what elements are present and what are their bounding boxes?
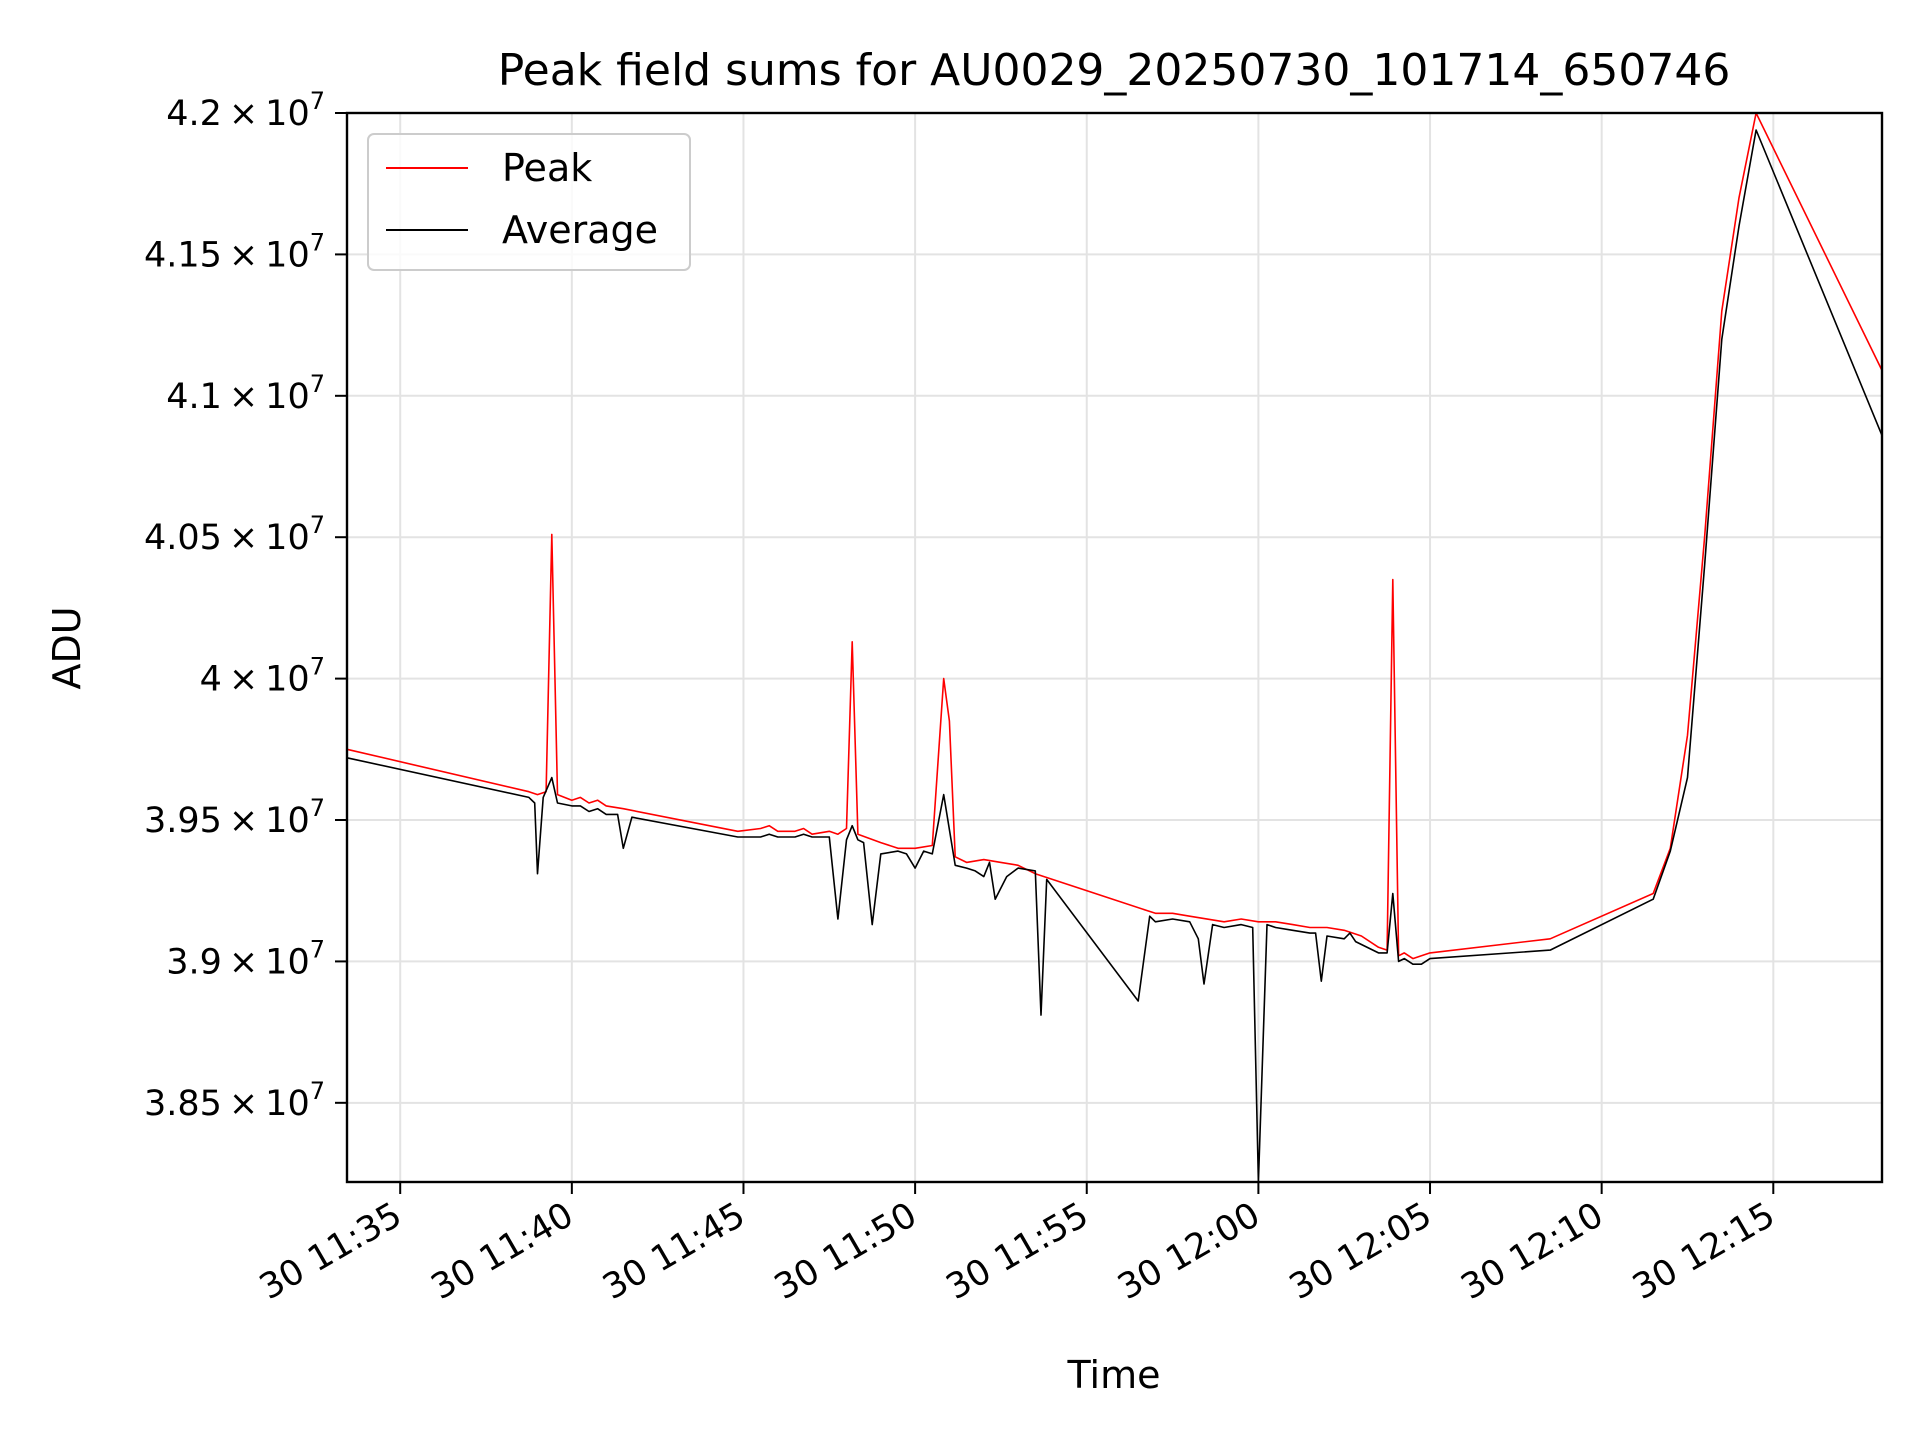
x-tick-label: 30 11:40 [425, 1195, 581, 1308]
series-line-average [346, 129, 1883, 1183]
y-tick-exponent: 7 [310, 1077, 325, 1105]
x-tick-label: 30 12:05 [1283, 1195, 1439, 1308]
y-tick-exponent: 7 [310, 935, 325, 963]
y-tick-mantissa: 4 × 10 [200, 660, 310, 700]
series-line-peak [346, 112, 1883, 960]
y-tick-label: 4.2 × 107 [166, 87, 325, 134]
x-tick-label: 30 11:55 [940, 1195, 1096, 1308]
x-tick-label: 30 12:15 [1626, 1195, 1782, 1308]
y-axis-label: ADU [45, 606, 89, 689]
y-tick-mantissa: 4.05 × 10 [144, 518, 310, 558]
y-tick-label: 3.9 × 107 [166, 935, 325, 982]
y-tick-exponent: 7 [310, 370, 325, 398]
y-tick-mantissa: 4.1 × 10 [166, 377, 310, 417]
grid [347, 112, 1882, 1182]
y-tick-mantissa: 3.85 × 10 [144, 1084, 310, 1124]
x-tick-label: 30 11:35 [253, 1195, 409, 1308]
y-tick-exponent: 7 [310, 794, 325, 822]
series-group [346, 112, 1883, 1183]
plot-frame [345, 111, 1884, 1184]
y-tick-mantissa: 3.9 × 10 [166, 942, 310, 982]
y-tick-mantissa: 4.2 × 10 [166, 94, 310, 134]
y-tick-mantissa: 4.15 × 10 [144, 235, 310, 275]
legend-label-average: Average [502, 208, 658, 252]
y-tick-label: 4 × 107 [200, 653, 325, 700]
x-tick-label: 30 12:10 [1455, 1195, 1611, 1308]
y-tick-label: 4.05 × 107 [144, 511, 325, 558]
y-tick-label: 4.1 × 107 [166, 370, 325, 417]
y-tick-exponent: 7 [310, 87, 325, 115]
x-tick-label: 30 11:50 [768, 1195, 924, 1308]
legend-label-peak: Peak [502, 146, 592, 190]
y-tick-mantissa: 3.95 × 10 [144, 801, 310, 841]
x-axis-label: Time [1067, 1353, 1161, 1397]
y-tick-exponent: 7 [310, 511, 325, 539]
y-tick-exponent: 7 [310, 653, 325, 681]
y-tick-exponent: 7 [310, 228, 325, 256]
x-axis: 30 11:35 30 11:40 30 11:45 30 11:50 30 11:55… [253, 1182, 1782, 1308]
x-tick-label: 30 11:45 [596, 1195, 752, 1308]
chart-title: Peak field sums for AU0029_20250730_1017… [498, 45, 1731, 96]
x-tick-label: 30 12:00 [1111, 1195, 1267, 1308]
y-tick-label: 4.15 × 107 [144, 228, 325, 275]
legend: Peak Average [367, 133, 691, 271]
y-tick-label: 3.85 × 107 [144, 1077, 325, 1124]
y-tick-label: 3.95 × 107 [144, 794, 325, 841]
